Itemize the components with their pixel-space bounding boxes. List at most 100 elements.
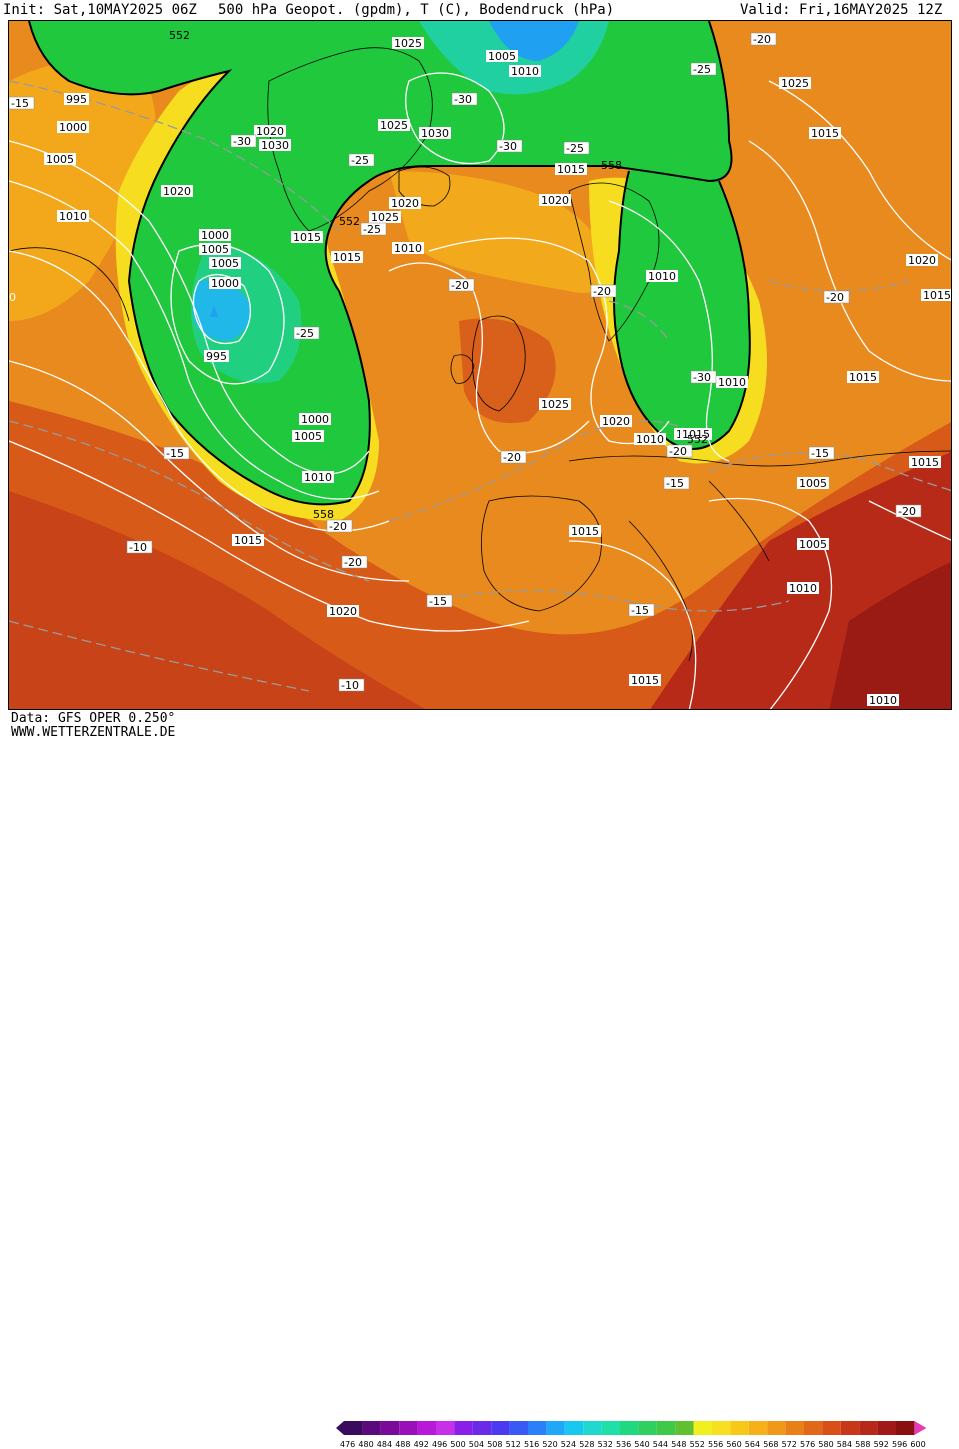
- svg-text:1015: 1015: [682, 428, 710, 441]
- coastlines: [9, 47, 951, 662]
- isotherm-label: -20: [448, 278, 475, 292]
- contour-552: [28, 21, 733, 506]
- legend-value: 512: [506, 1440, 521, 1449]
- isotherm-label: -25: [348, 153, 375, 167]
- legend-swatch: [344, 1421, 363, 1435]
- svg-text:995: 995: [66, 93, 87, 106]
- isobar-label: 1010: [57, 210, 89, 223]
- field-warm-britain: [459, 318, 556, 423]
- legend-low-arrow: [336, 1421, 344, 1435]
- svg-text:1030: 1030: [421, 127, 449, 140]
- svg-text:1015: 1015: [234, 534, 262, 547]
- svg-text:1005: 1005: [488, 50, 516, 63]
- isobar-label: 1030: [259, 139, 291, 152]
- isotherm-label: -30: [230, 134, 257, 148]
- legend-swatch: [380, 1421, 400, 1435]
- legend-swatch: [491, 1421, 510, 1435]
- legend-swatch: [859, 1421, 878, 1435]
- isobar-label: 1015: [809, 127, 841, 140]
- svg-text:1015: 1015: [293, 231, 321, 244]
- svg-text:-10: -10: [129, 541, 147, 554]
- field-green-trough: [29, 21, 732, 505]
- isobar-label: 1010: [646, 270, 678, 283]
- svg-text:1010: 1010: [648, 270, 676, 283]
- data-source: Data: GFS OPER 0.250°: [11, 711, 176, 726]
- legend-swatch: [693, 1421, 712, 1435]
- legend-value: 532: [598, 1440, 613, 1449]
- legend-swatch: [638, 1421, 657, 1435]
- isotherm-label: -25: [360, 222, 387, 236]
- svg-text:-20: -20: [329, 520, 347, 533]
- legend-value: 484: [377, 1440, 392, 1449]
- svg-text:-30: -30: [693, 371, 711, 384]
- legend-value: 540: [634, 1440, 649, 1449]
- legend-value: 492: [414, 1440, 429, 1449]
- legend-value: 500: [450, 1440, 465, 1449]
- svg-text:1015: 1015: [923, 289, 951, 302]
- footer-bar: Data: GFS OPER 0.250° WWW.WETTERZENTRALE…: [0, 710, 959, 1449]
- isotherm-label: -30: [496, 139, 523, 153]
- legend-value: 528: [579, 1440, 594, 1449]
- svg-text:-25: -25: [351, 154, 369, 167]
- isotherm-label: -20: [750, 32, 777, 46]
- legend-swatch: [712, 1421, 731, 1435]
- svg-text:1020: 1020: [256, 125, 284, 138]
- isotherms: [9, 80, 951, 692]
- svg-text:1025: 1025: [394, 37, 422, 50]
- legend-value: 524: [561, 1440, 576, 1449]
- svg-text:1005: 1005: [799, 538, 827, 551]
- svg-text:-25: -25: [296, 327, 314, 340]
- geopotential-label: 552: [687, 433, 708, 446]
- low-pressure-center-icon: [210, 305, 218, 317]
- legend-swatch: [877, 1421, 896, 1435]
- svg-text:1020: 1020: [391, 197, 419, 210]
- legend-value: 560: [726, 1440, 741, 1449]
- isobar-label: 1010: [867, 694, 899, 707]
- isotherm-label: -15: [426, 594, 453, 608]
- geopotential-label: 558: [313, 508, 334, 521]
- isobar-label: 1025: [779, 77, 811, 90]
- svg-text:1005: 1005: [211, 257, 239, 270]
- legend-swatch: [804, 1421, 823, 1435]
- svg-text:1020: 1020: [908, 254, 936, 267]
- svg-text:1010: 1010: [718, 376, 746, 389]
- svg-text:1005: 1005: [799, 477, 827, 490]
- svg-text:-15: -15: [666, 477, 684, 490]
- svg-text:-15: -15: [166, 447, 184, 460]
- svg-text:1005: 1005: [201, 243, 229, 256]
- svg-text:1015: 1015: [811, 127, 839, 140]
- legend-value: 516: [524, 1440, 539, 1449]
- legend-value: 564: [745, 1440, 760, 1449]
- isotherm-label: -30: [451, 92, 478, 106]
- legend-swatch: [822, 1421, 841, 1435]
- isobar-label: 1015: [232, 534, 264, 547]
- legend-value: 600: [910, 1440, 925, 1449]
- legend-value: 588: [855, 1440, 870, 1449]
- init-time: Init: Sat,10MAY2025 06Z: [3, 2, 197, 18]
- isotherm-label: -15: [163, 446, 190, 460]
- svg-text:-20: -20: [753, 33, 771, 46]
- svg-text:-30: -30: [499, 140, 517, 153]
- svg-text:-15: -15: [811, 447, 829, 460]
- svg-text:1000: 1000: [201, 229, 229, 242]
- legend-swatch: [362, 1421, 381, 1435]
- legend-swatch: [417, 1421, 436, 1435]
- svg-text:-30: -30: [233, 135, 251, 148]
- isotherm-label: -10: [338, 678, 365, 692]
- legend-swatch: [785, 1421, 804, 1435]
- isobar-label: 1005: [797, 477, 829, 490]
- svg-text:1015: 1015: [631, 674, 659, 687]
- pressure-label-layer: 1025100510109951000100510201030102510301…: [44, 37, 951, 707]
- svg-text:-30: -30: [454, 93, 472, 106]
- legend-swatch: [436, 1421, 455, 1435]
- svg-text:1000: 1000: [211, 277, 239, 290]
- legend-swatch: [472, 1421, 492, 1435]
- svg-text:552: 552: [339, 215, 360, 228]
- isobar-label: 1015: [629, 674, 661, 687]
- legend-value: 548: [671, 1440, 686, 1449]
- svg-text:1010: 1010: [789, 582, 817, 595]
- map-canvas: 1025100510109951000100510201030102510301…: [9, 21, 951, 709]
- isobar-label: 1010: [302, 471, 334, 484]
- isobar-label: 1010: [787, 582, 819, 595]
- svg-text:1010: 1010: [636, 433, 664, 446]
